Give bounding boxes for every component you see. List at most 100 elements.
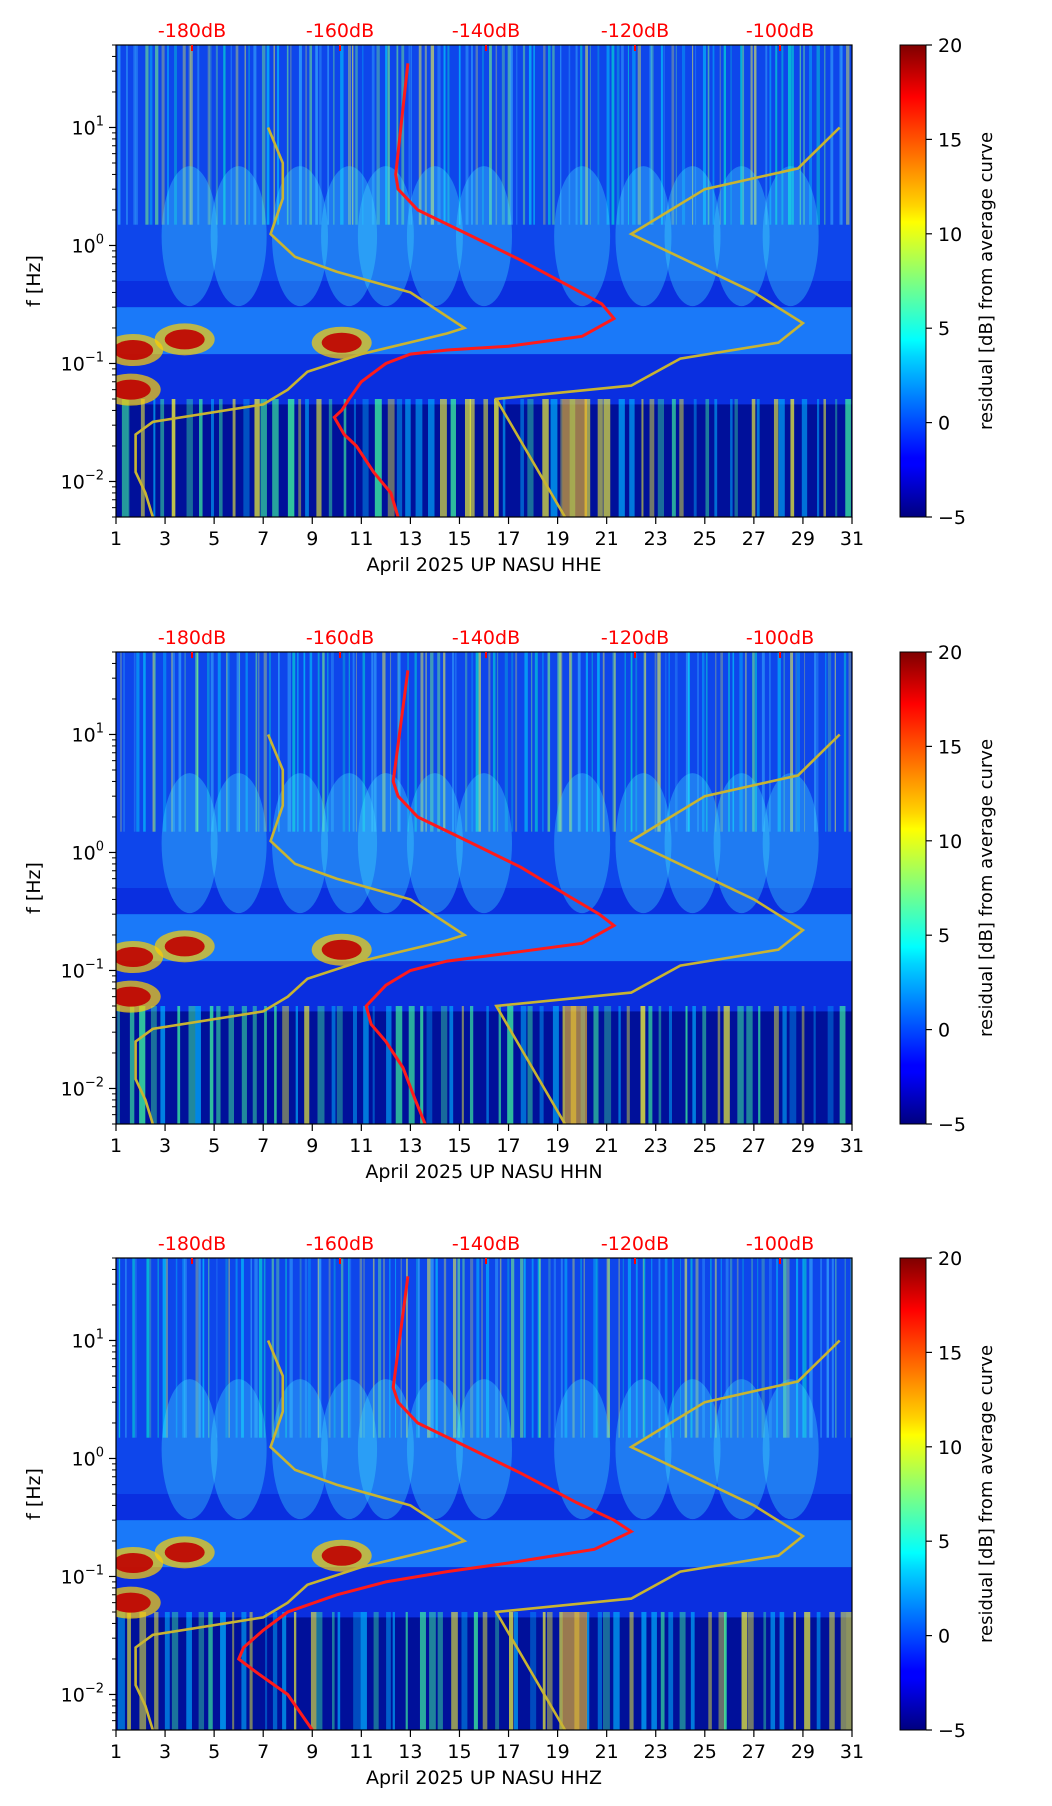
colorbar-tick-label: 5 <box>938 1531 950 1553</box>
x-tick-label: 23 <box>644 1135 668 1157</box>
colorbar-tick-label: −5 <box>938 507 966 529</box>
db-axis-label: -120dB <box>601 1233 669 1255</box>
x-tick-label: 23 <box>644 1741 668 1763</box>
series-line-low-model <box>134 1340 468 1730</box>
colorbar-tick-label: −5 <box>938 1720 966 1742</box>
colorbar-tick-label: 0 <box>938 413 950 435</box>
x-tick-label: 1 <box>110 1741 122 1763</box>
x-tick-label: 31 <box>840 528 864 550</box>
y-tick-label: 100 <box>72 839 104 864</box>
x-tick-label: 17 <box>496 1741 520 1763</box>
series-line-psd <box>364 670 617 1124</box>
series-line-high-model <box>494 126 841 517</box>
x-axis-label: April 2025 UP NASU HHN <box>365 1161 602 1183</box>
y-tick-label: 100 <box>72 1445 104 1470</box>
series-line-psd <box>332 63 617 517</box>
x-tick-label: 3 <box>159 528 171 550</box>
colorbar-label: residual [dB] from average curve <box>976 132 997 430</box>
y-tick-label: 101 <box>72 114 104 139</box>
x-tick-label: 11 <box>349 1135 373 1157</box>
x-tick-label: 21 <box>595 528 619 550</box>
x-tick-label: 1 <box>110 528 122 550</box>
colorbar-label: residual [dB] from average curve <box>976 739 997 1037</box>
y-tick-label: 100 <box>72 232 104 257</box>
x-tick-label: 7 <box>257 1741 269 1763</box>
x-tick-label: 17 <box>496 1135 520 1157</box>
colorbar-tick-label: 10 <box>938 224 962 246</box>
x-tick-label: 23 <box>644 528 668 550</box>
db-axis-label: -160dB <box>306 627 374 649</box>
colorbar-tick-label: 10 <box>938 831 962 853</box>
x-tick-label: 29 <box>791 1741 815 1763</box>
db-axis-label: -100dB <box>746 20 814 42</box>
x-tick-label: 15 <box>447 1135 471 1157</box>
y-tick-label: 10−2 <box>61 1075 104 1100</box>
colorbar-tick-label: 10 <box>938 1437 962 1459</box>
colorbar: 20 15 10 5 0 −5 residual [dB] from average cur… <box>899 642 997 1136</box>
y-tick-label: 10−1 <box>61 957 104 982</box>
db-axis-label: -180dB <box>158 20 226 42</box>
panel-2: 1 3 5 7 9 11 13 15 17 19 21 23 25 27 29 3110110010−110−… <box>23 627 997 1183</box>
colorbar-tick-label: 5 <box>938 318 950 340</box>
x-tick-label: 3 <box>159 1135 171 1157</box>
x-tick-label: 11 <box>349 528 373 550</box>
x-tick-label: 27 <box>742 1135 766 1157</box>
x-tick-label: 25 <box>693 528 717 550</box>
spectrogram-image <box>116 1258 852 1730</box>
x-tick-label: 9 <box>306 1135 318 1157</box>
series-line-psd <box>236 1276 635 1730</box>
colorbar-tick-label: 0 <box>938 1020 950 1042</box>
db-axis-label: -140dB <box>452 627 520 649</box>
x-tick-label: 13 <box>398 528 422 550</box>
panel-1: 1 3 5 7 9 11 13 15 17 19 21 23 25 27 29 3110110010−110−… <box>23 20 997 576</box>
colorbar-tick-label: 15 <box>938 736 962 758</box>
panel-3: 1 3 5 7 9 11 13 15 17 19 21 23 25 27 29 3110110010−110−… <box>23 1233 997 1789</box>
x-tick-label: 1 <box>110 1135 122 1157</box>
db-axis-label: -180dB <box>158 627 226 649</box>
x-tick-label: 29 <box>791 1135 815 1157</box>
x-tick-label: 11 <box>349 1741 373 1763</box>
x-tick-label: 31 <box>840 1135 864 1157</box>
x-tick-label: 21 <box>595 1135 619 1157</box>
y-tick-label: 101 <box>72 721 104 746</box>
colorbar: 20 15 10 5 0 −5 residual [dB] from average cur… <box>899 1248 997 1742</box>
x-tick-label: 25 <box>693 1741 717 1763</box>
colorbar: 20 15 10 5 0 −5 residual [dB] from average cur… <box>899 35 997 529</box>
x-tick-label: 27 <box>742 1741 766 1763</box>
x-tick-label: 3 <box>159 1741 171 1763</box>
x-tick-label: 21 <box>595 1741 619 1763</box>
colorbar-tick-label: −5 <box>938 1114 966 1136</box>
db-axis-label: -100dB <box>746 1233 814 1255</box>
x-tick-label: 31 <box>840 1741 864 1763</box>
x-tick-label: 9 <box>306 1741 318 1763</box>
x-tick-label: 25 <box>693 1135 717 1157</box>
series-line-low-model <box>134 734 468 1124</box>
colorbar-tick-label: 20 <box>938 642 962 664</box>
x-tick-label: 29 <box>791 528 815 550</box>
x-tick-label: 7 <box>257 1135 269 1157</box>
x-axis-label: April 2025 UP NASU HHE <box>366 554 601 576</box>
series-line-low-model <box>134 127 468 517</box>
x-tick-label: 5 <box>208 528 220 550</box>
series-line-high-model <box>494 733 841 1124</box>
colorbar-tick-label: 15 <box>938 129 962 151</box>
x-tick-label: 17 <box>496 528 520 550</box>
x-tick-label: 13 <box>398 1135 422 1157</box>
x-tick-label: 19 <box>546 1135 570 1157</box>
series-line-high-model <box>494 1339 841 1730</box>
db-axis-label: -140dB <box>452 20 520 42</box>
y-axis-label: f [Hz] <box>23 1468 45 1520</box>
x-tick-label: 19 <box>546 528 570 550</box>
colorbar-tick-label: 0 <box>938 1626 950 1648</box>
x-tick-label: 7 <box>257 528 269 550</box>
db-axis-label: -140dB <box>452 1233 520 1255</box>
y-axis-label: f [Hz] <box>23 862 45 914</box>
colorbar-tick-label: 20 <box>938 1248 962 1270</box>
db-axis-label: -100dB <box>746 627 814 649</box>
db-axis-label: -160dB <box>306 1233 374 1255</box>
colorbar-label: residual [dB] from average curve <box>976 1345 997 1643</box>
y-tick-label: 10−1 <box>61 1563 104 1588</box>
y-tick-label: 10−2 <box>61 1681 104 1706</box>
x-tick-label: 9 <box>306 528 318 550</box>
